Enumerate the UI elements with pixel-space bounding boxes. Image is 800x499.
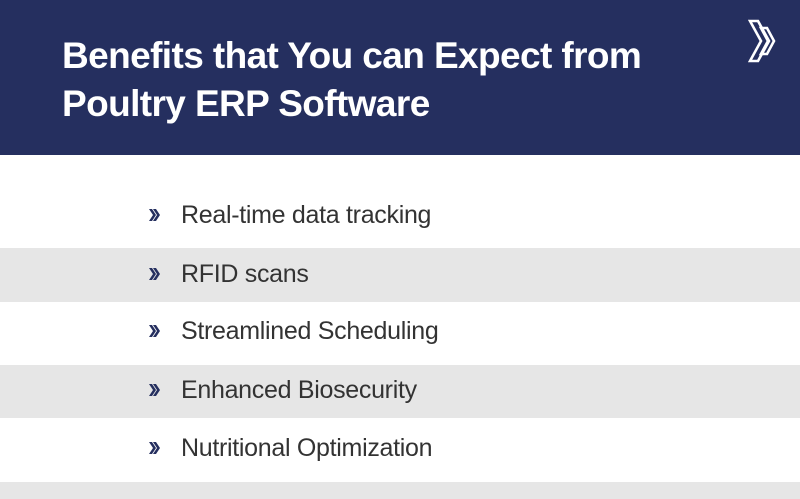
list-item-label: Streamlined Scheduling [181,317,439,345]
double-chevron-right-icon [149,384,160,396]
double-chevron-right-icon [748,19,776,63]
double-chevron-right-icon [149,325,160,337]
page-title: Benefits that You can Expect from Poultr… [62,35,642,124]
list-item: Enhanced Biosecurity [0,375,800,405]
double-chevron-right-icon [149,442,160,454]
row-band [0,155,800,248]
list-item-label: RFID scans [181,260,309,288]
row-band-alt [0,365,800,418]
row-band [0,418,800,482]
header-banner: Benefits that You can Expect from Poultr… [0,0,800,155]
row-band-alt [0,248,800,302]
list-item-label: Nutritional Optimization [181,434,433,462]
row-band [0,302,800,365]
list-item: Streamlined Scheduling [0,316,800,346]
double-chevron-right-icon [149,209,160,221]
row-band-alt [0,482,800,499]
list-item-label: Real-time data tracking [181,201,432,229]
list-item-label: Enhanced Biosecurity [181,376,417,404]
list-item: Nutritional Optimization [0,433,800,463]
double-chevron-right-icon [149,268,160,280]
list-item: Real-time data tracking [0,200,800,230]
list-item: RFID scans [0,259,800,289]
